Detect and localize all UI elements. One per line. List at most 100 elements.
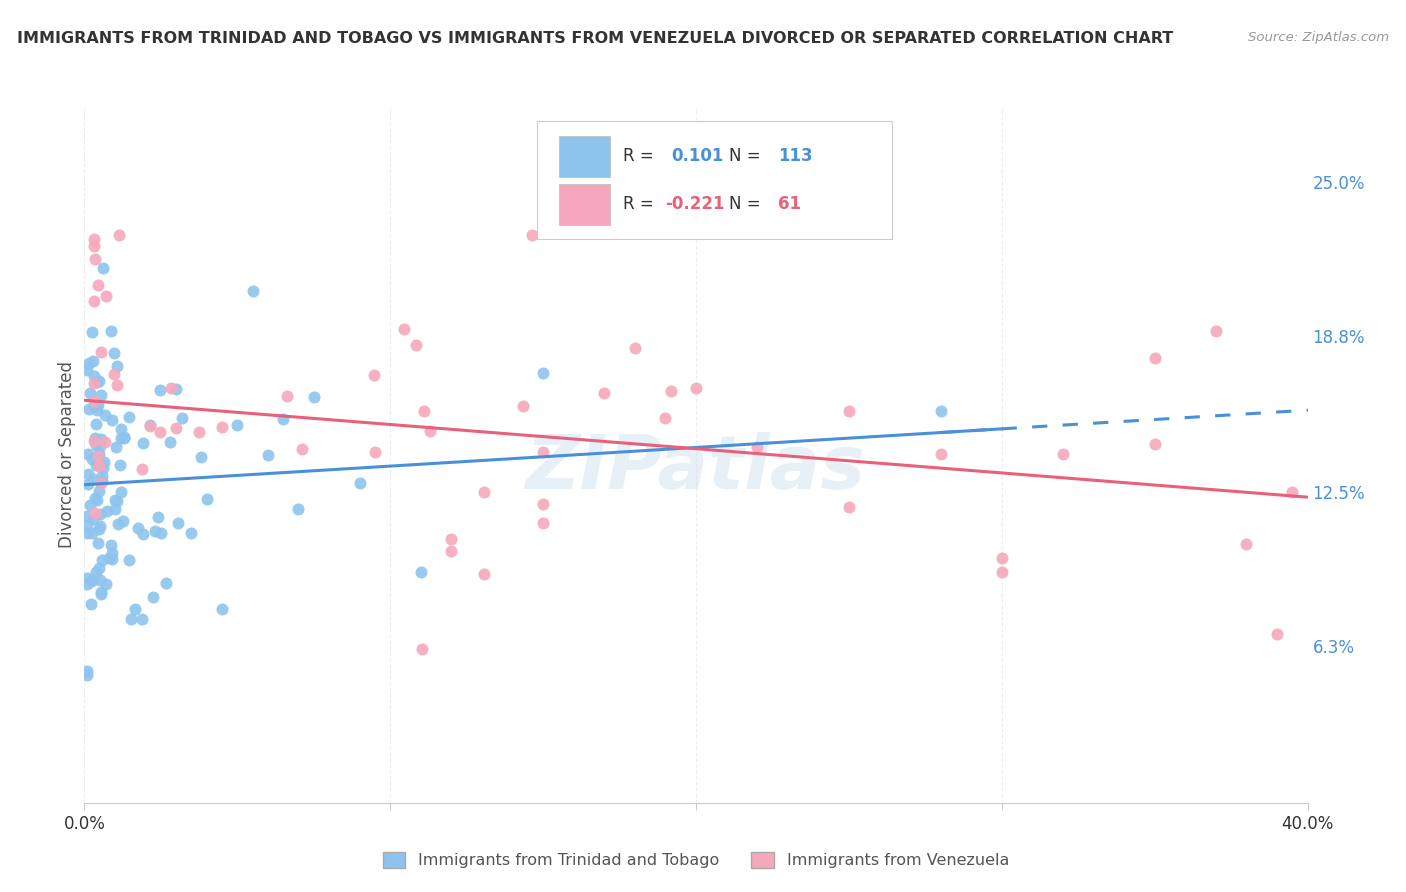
Point [211,420,233,434]
Point [87,535,110,549]
Point [83,238,105,252]
Point [624,341,647,355]
Point [87,522,110,536]
Point [531,497,554,511]
Point [83,232,105,246]
Point [89,374,111,388]
Point [108,227,131,242]
Point [101,551,124,566]
Point [104,501,127,516]
Point [80,574,103,588]
FancyBboxPatch shape [560,184,610,225]
Point [242,284,264,298]
Point [838,404,860,418]
Point [531,367,554,381]
Point [160,382,183,396]
Point [112,430,135,444]
Text: ZIPatlas: ZIPatlas [526,433,866,506]
Point [76,664,98,678]
Text: 61: 61 [778,194,801,213]
Point [172,411,194,425]
Point [86,492,108,507]
Point [747,440,769,454]
Point [89,561,111,575]
Text: N =: N = [728,147,766,165]
Point [291,442,314,457]
Point [409,566,432,580]
Point [83,506,105,520]
Point [412,404,434,418]
Point [87,447,110,461]
Point [107,516,129,531]
Point [79,499,101,513]
Point [76,668,98,682]
Point [149,383,172,397]
Point [96,577,118,591]
Point [91,468,114,483]
Point [124,602,146,616]
Point [149,425,172,439]
Point [411,642,433,657]
Point [159,435,181,450]
Point [86,403,108,417]
Point [991,551,1014,566]
Point [110,431,132,445]
Point [90,476,112,491]
Point [83,434,105,449]
FancyBboxPatch shape [537,121,891,239]
Point [98,550,121,565]
Point [364,445,387,459]
Point [87,453,110,467]
Point [271,412,294,426]
Point [90,388,112,402]
Point [991,566,1014,580]
Text: R =: R = [623,147,658,165]
Point [131,462,153,476]
Point [91,260,114,275]
Point [929,404,952,418]
Point [103,346,125,360]
Text: 0.101: 0.101 [672,147,724,165]
Point [101,413,124,427]
Point [89,439,111,453]
Point [104,440,127,454]
Point [276,389,298,403]
Point [90,345,112,359]
Point [82,452,104,467]
Point [79,385,101,400]
Point [419,424,441,438]
Point [100,538,122,552]
Point [77,356,100,370]
Point [685,381,707,395]
Point [76,526,98,541]
Point [139,418,162,433]
Point [82,526,104,541]
Point [195,492,218,507]
Point [132,436,155,450]
Point [91,474,114,488]
Point [132,527,155,541]
Point [654,411,676,425]
Point [531,445,554,459]
Point [110,422,132,436]
Point [84,417,107,431]
Text: R =: R = [623,194,658,213]
Point [91,553,114,567]
Point [531,516,554,530]
Point [838,500,860,514]
Text: IMMIGRANTS FROM TRINIDAD AND TOBAGO VS IMMIGRANTS FROM VENEZUELA DIVORCED OR SEP: IMMIGRANTS FROM TRINIDAD AND TOBAGO VS I… [17,31,1173,46]
Legend: Immigrants from Trinidad and Tobago, Immigrants from Venezuela: Immigrants from Trinidad and Tobago, Imm… [377,846,1015,875]
Point [108,458,131,472]
Point [593,385,616,400]
Point [143,524,166,538]
Point [94,289,117,303]
Point [1143,351,1166,365]
Point [90,587,112,601]
Point [1281,485,1303,500]
Point [1205,324,1227,338]
Point [103,368,125,382]
Point [86,449,108,463]
Point [1052,447,1074,461]
Point [82,472,104,486]
Point [84,565,107,579]
